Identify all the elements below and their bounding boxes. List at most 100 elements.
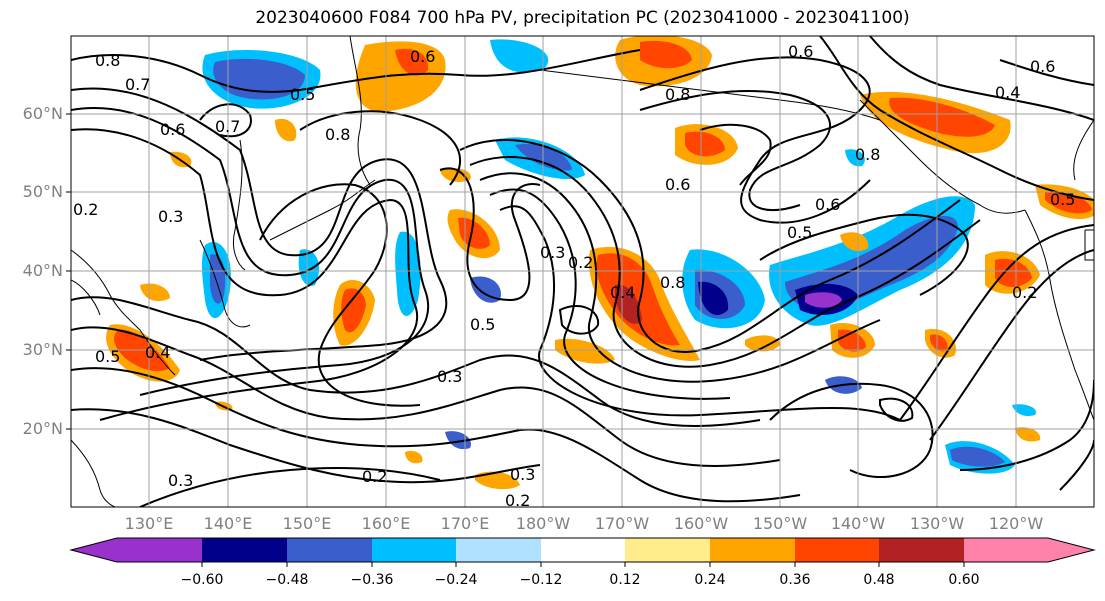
colorbar-segment: [710, 538, 795, 562]
pv-contour: [769, 382, 934, 478]
contour-label: 0.2: [568, 253, 593, 272]
pv-contour: [999, 59, 1094, 86]
pos-patch: [596, 253, 680, 346]
pv-contour: [439, 167, 541, 302]
colorbar-tick-label: −0.24: [434, 572, 478, 588]
colorbar-segment: [625, 538, 710, 562]
pv-contour: [899, 224, 1094, 421]
contour-label: 0.7: [125, 75, 150, 94]
lat-label-50: 50°N: [22, 182, 63, 201]
contour-label: 0.2: [1012, 283, 1037, 302]
lat-label-20: 20°N: [22, 419, 63, 438]
contour-label: 0.5: [470, 315, 495, 334]
lon-label: 150°E: [282, 514, 332, 533]
pv-contour: [71, 49, 641, 93]
lon-label: 160°E: [361, 514, 411, 533]
precip-anomaly-shading: [106, 36, 1094, 490]
pv-contour: [459, 139, 961, 353]
neg-patch: [298, 249, 320, 286]
lon-label: 170°W: [594, 514, 650, 533]
lon-label: 120°W: [988, 514, 1044, 533]
coastline: [71, 439, 116, 507]
colorbar-tick-label: −0.12: [519, 572, 563, 588]
pv-contour: [869, 36, 1094, 121]
pv-contour: [71, 296, 761, 427]
pv-contour: [71, 326, 781, 467]
contour-label: 0.2: [73, 200, 98, 219]
coastline: [71, 279, 101, 316]
pos-patch: [1045, 191, 1092, 214]
colorbar-tick-label: 0.60: [948, 572, 980, 588]
pos-patch: [1015, 427, 1041, 442]
pos-patch: [840, 232, 869, 252]
colorbar-segment: [879, 538, 964, 562]
pv-contour: [71, 367, 801, 503]
contour-label: 0.6: [410, 47, 435, 66]
coastline: [1024, 209, 1094, 421]
neg-patch: [470, 276, 501, 303]
coastline: [1084, 229, 1094, 261]
coastline: [71, 249, 176, 376]
lon-label: 140°W: [830, 514, 886, 533]
colorbar-extend-right: [1048, 538, 1094, 562]
colorbar-segment: [287, 538, 372, 562]
pos-patch: [275, 118, 297, 142]
neg-patch: [698, 281, 729, 315]
lon-label: 140°E: [203, 514, 253, 533]
contour-label: 0.8: [660, 273, 685, 292]
contour-label: 0.2: [505, 491, 530, 510]
pos-patch: [475, 471, 520, 490]
contour-label: 0.7: [215, 117, 240, 136]
pv-contour: [879, 397, 914, 422]
colorbar: [69, 537, 1096, 567]
pv-contour: [819, 36, 1094, 201]
pv-contour: [71, 87, 448, 361]
colorbar-segment: [964, 538, 1048, 562]
lon-label: 130°W: [909, 514, 965, 533]
contour-label: 0.2: [362, 467, 387, 486]
pv-contour: [759, 213, 969, 296]
coastline: [232, 139, 246, 271]
neg-patch: [1012, 404, 1036, 416]
coastline: [1073, 119, 1094, 181]
lat-label-30: 30°N: [22, 340, 63, 359]
coastline: [859, 99, 1026, 214]
contour-label: 0.3: [158, 207, 183, 226]
contour-label: 0.4: [995, 83, 1020, 102]
contour-label: 0.5: [787, 223, 812, 242]
colorbar-outline: [69, 537, 1096, 563]
neg-patch: [395, 231, 421, 317]
contour-label: 0.6: [665, 175, 690, 194]
neg-patch: [445, 431, 471, 450]
neg-patch: [213, 58, 305, 100]
lon-label: 130°E: [124, 514, 174, 533]
colorbar-segment: [202, 538, 287, 562]
colorbar-tick-label: −0.60: [180, 572, 224, 588]
colorbar-segment: [541, 538, 625, 562]
contour-label: 0.8: [665, 85, 690, 104]
pv-contour: [959, 379, 1094, 471]
lon-label: 150°W: [752, 514, 808, 533]
contour-label: 0.8: [95, 51, 120, 70]
contour-label: 0.4: [145, 343, 170, 362]
pv-contour: [299, 110, 461, 186]
pv-contour: [479, 172, 881, 383]
contour-label: 0.3: [168, 471, 193, 490]
contour-label: 0.5: [1050, 190, 1075, 209]
pv-contour: [699, 123, 772, 186]
contour-label: 0.8: [325, 125, 350, 144]
colorbar-segment: [795, 538, 879, 562]
pos-patch: [405, 450, 423, 464]
colorbar-tick-label: −0.48: [265, 572, 309, 588]
pv-contour: [639, 56, 871, 224]
pv-contour: [199, 103, 252, 138]
lat-label-60: 60°N: [22, 104, 63, 123]
lon-label: 180°W: [515, 514, 571, 533]
pos-patch: [395, 48, 429, 76]
colorbar-segment: [456, 538, 541, 562]
colorbar-tick-label: 0.12: [609, 572, 641, 588]
pv-contour: [558, 305, 600, 335]
colorbar-segment: [372, 538, 456, 562]
colorbar-tick-label: 0.48: [863, 572, 895, 588]
pos-patch: [640, 40, 692, 69]
